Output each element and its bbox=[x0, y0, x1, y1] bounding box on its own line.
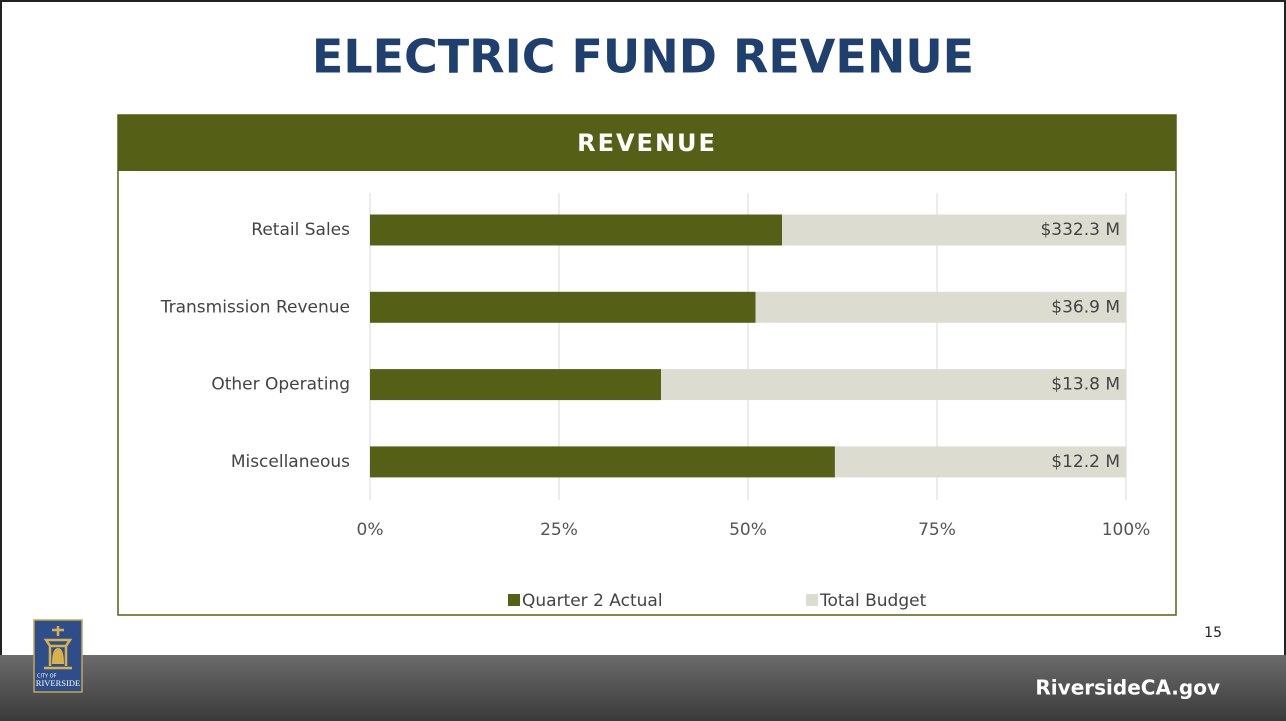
bar bbox=[370, 369, 662, 401]
chart-title: REVENUE bbox=[577, 129, 717, 157]
bar bbox=[755, 291, 1126, 323]
bar bbox=[782, 214, 1126, 246]
bar bbox=[370, 291, 756, 323]
bar bbox=[370, 214, 783, 246]
legend-label: Total Budget bbox=[819, 591, 927, 611]
bar-label: $332.3 M bbox=[1040, 220, 1120, 240]
slide-title: ELECTRIC FUND REVENUE bbox=[312, 30, 974, 84]
bar-label: $12.2 M bbox=[1051, 452, 1120, 472]
logo: CITY OF RIVERSIDE bbox=[33, 619, 83, 693]
logo-text: RIVERSIDE bbox=[36, 678, 80, 688]
chart-header bbox=[118, 115, 1176, 171]
x-tick-label: 50% bbox=[729, 520, 767, 540]
legend-swatch bbox=[806, 594, 818, 606]
y-tick-label: Miscellaneous bbox=[231, 452, 350, 472]
bar bbox=[370, 446, 835, 478]
x-tick-label: 100% bbox=[1102, 520, 1151, 540]
logo-text: CITY OF bbox=[37, 674, 57, 680]
y-tick-label: Other Operating bbox=[211, 375, 350, 395]
chart-frame bbox=[117, 114, 1177, 616]
bar bbox=[834, 446, 1126, 478]
x-tick-label: 75% bbox=[918, 520, 956, 540]
bar bbox=[661, 369, 1126, 401]
logo-icon bbox=[43, 626, 73, 670]
bar-label: $13.8 M bbox=[1051, 375, 1120, 395]
footer-bar bbox=[0, 655, 1286, 721]
y-tick-label: Retail Sales bbox=[251, 220, 350, 240]
x-tick-label: 25% bbox=[540, 520, 578, 540]
legend-label: Quarter 2 Actual bbox=[522, 591, 663, 611]
footer-url: RiversideCA.gov bbox=[1035, 676, 1220, 700]
bar-label: $36.9 M bbox=[1051, 297, 1120, 317]
x-tick-label: 0% bbox=[357, 520, 384, 540]
legend-swatch bbox=[508, 594, 520, 606]
logo-bell bbox=[52, 648, 64, 664]
y-tick-label: Transmission Revenue bbox=[160, 297, 350, 317]
page-number: 15 bbox=[1204, 625, 1222, 641]
